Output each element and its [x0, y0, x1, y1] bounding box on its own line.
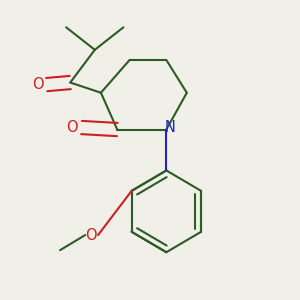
Text: N: N	[165, 120, 176, 135]
Text: O: O	[67, 120, 78, 135]
Text: O: O	[32, 77, 44, 92]
Text: O: O	[85, 228, 97, 243]
